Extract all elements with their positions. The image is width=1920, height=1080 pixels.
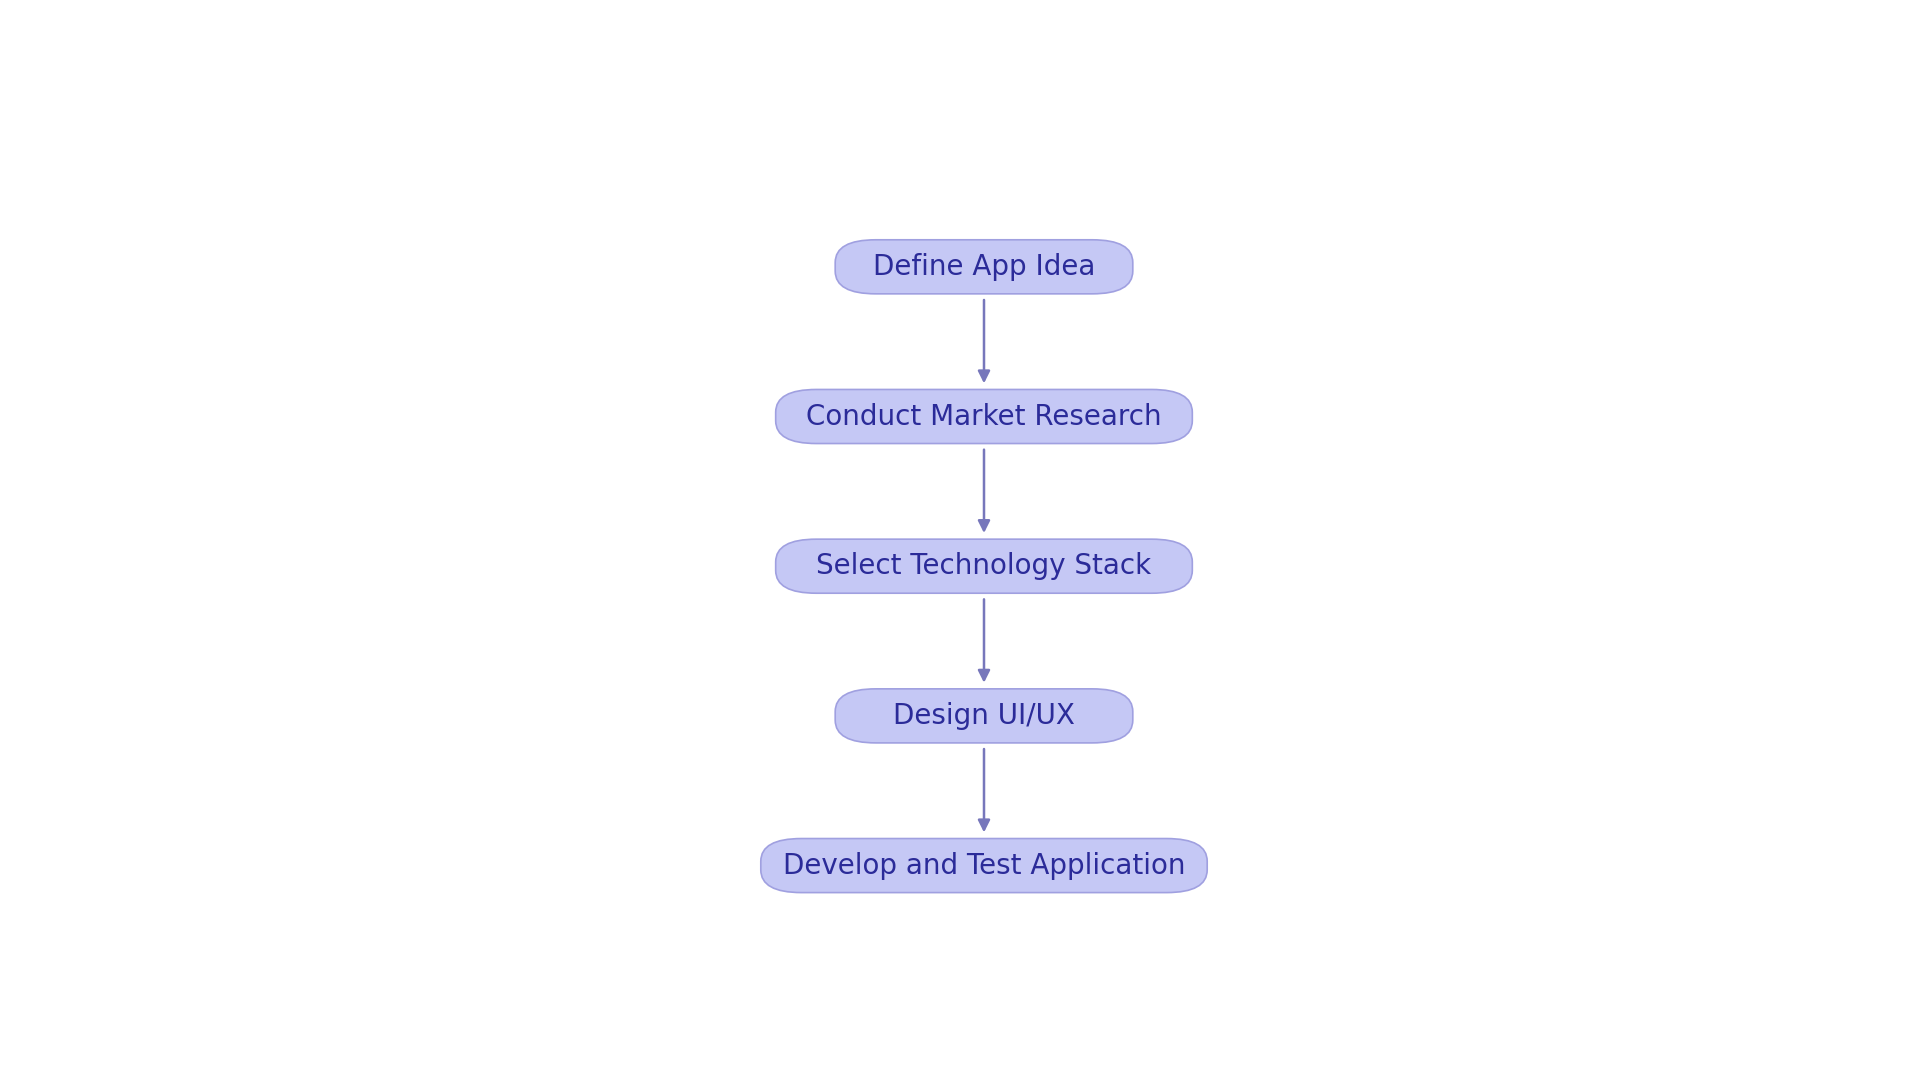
Text: Define App Idea: Define App Idea <box>874 253 1094 281</box>
FancyBboxPatch shape <box>776 390 1192 444</box>
FancyBboxPatch shape <box>776 539 1192 593</box>
Text: Design UI/UX: Design UI/UX <box>893 702 1075 730</box>
FancyBboxPatch shape <box>835 689 1133 743</box>
Text: Develop and Test Application: Develop and Test Application <box>783 851 1185 879</box>
Text: Conduct Market Research: Conduct Market Research <box>806 403 1162 431</box>
Text: Select Technology Stack: Select Technology Stack <box>816 552 1152 580</box>
FancyBboxPatch shape <box>760 838 1208 892</box>
FancyBboxPatch shape <box>835 240 1133 294</box>
